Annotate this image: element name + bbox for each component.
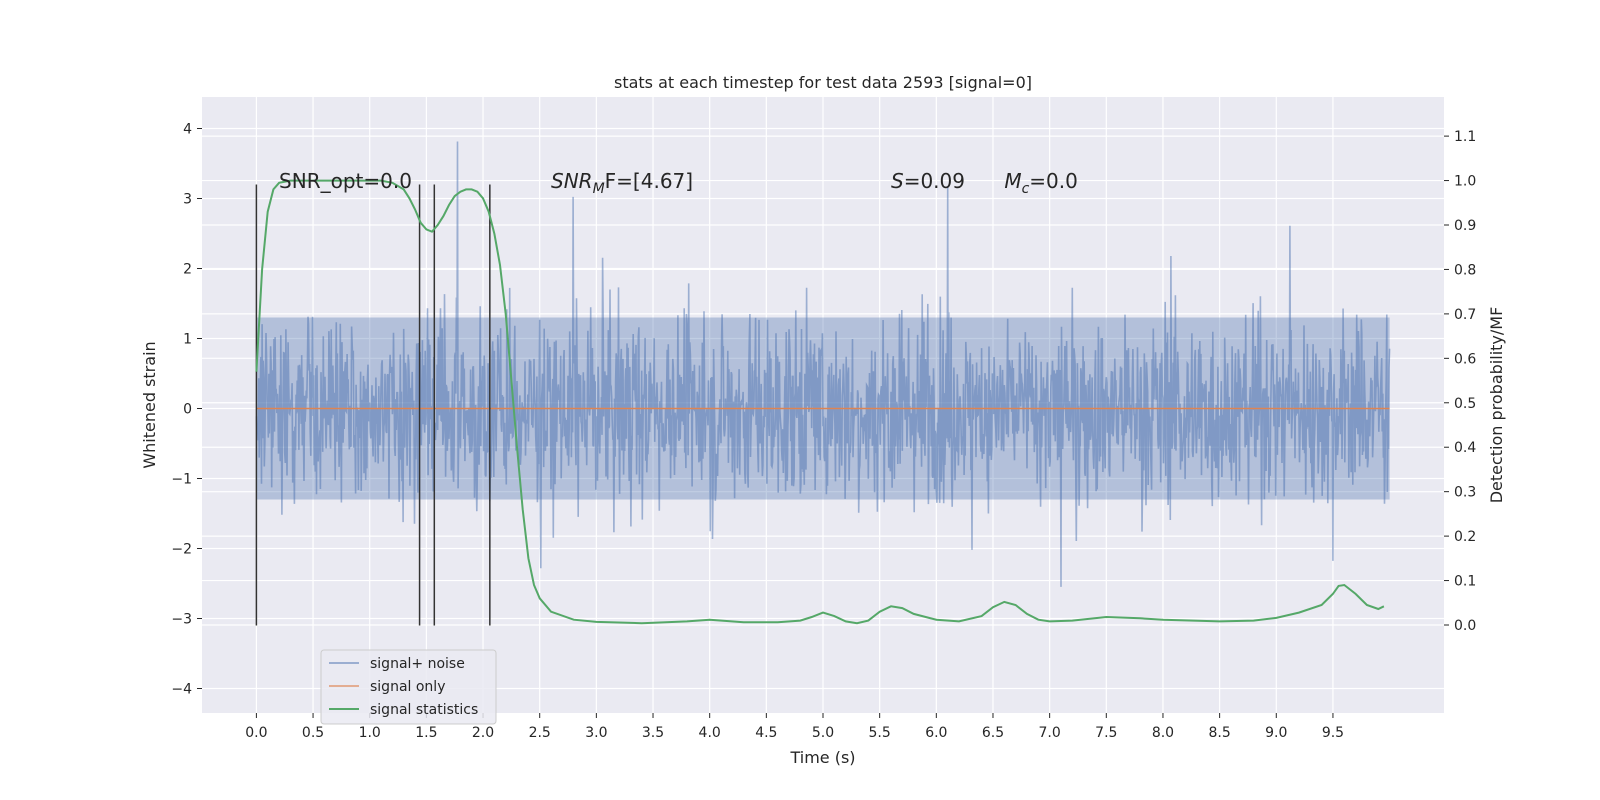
y-left-tick-label: −4 — [171, 682, 192, 698]
x-axis-label: Time (s) — [789, 748, 855, 767]
y-right-tick-label: 0.8 — [1454, 262, 1476, 278]
y-left-tick-label: 2 — [183, 262, 192, 278]
y-left-tick-label: 3 — [183, 192, 192, 208]
y-left-tick-label: 1 — [183, 332, 192, 348]
legend: signal+ noise signal only signal statist… — [320, 649, 497, 725]
x-tick-label: 6.0 — [925, 725, 947, 741]
x-tick-label: 3.5 — [642, 725, 664, 741]
vertical-lines — [255, 184, 491, 626]
x-tick-label: 7.0 — [1039, 725, 1061, 741]
y-right-tick-label: 1.0 — [1454, 174, 1476, 190]
x-tick-label: 5.0 — [812, 725, 834, 741]
y-right-tick-label: 0.6 — [1454, 351, 1476, 367]
y-right-axis-ticks: 0.0 0.1 0.2 0.3 0.4 0.5 0.6 0.7 0.8 0.9 1.0 1.1 — [1444, 129, 1476, 634]
y-left-tick-label: −1 — [171, 472, 192, 488]
x-tick-label: 6.5 — [982, 725, 1004, 741]
x-tick-label: 3.0 — [585, 725, 607, 741]
annotations: SNR_opt=0.0 SNRMF=[4.67] S=0.09 Mc=0.0 — [279, 169, 1078, 197]
x-tick-label: 7.5 — [1095, 725, 1117, 741]
y-right-tick-label: 0.3 — [1454, 485, 1476, 501]
x-tick-label: 1.5 — [415, 725, 437, 741]
annotation-2: S=0.09 — [891, 169, 965, 193]
annotation-1: SNRMF=[4.67] — [551, 169, 693, 197]
x-tick-label: 0.5 — [302, 725, 324, 741]
x-tick-label: 9.5 — [1322, 725, 1344, 741]
y-right-tick-label: 0.5 — [1454, 396, 1476, 412]
y-right-tick-label: 0.9 — [1454, 218, 1476, 234]
y-right-axis-label: Detection probability/MF — [1487, 307, 1506, 504]
x-tick-label: 4.0 — [699, 725, 721, 741]
x-tick-label: 2.5 — [529, 725, 551, 741]
y-right-tick-label: 0.1 — [1454, 574, 1476, 590]
x-tick-label: 2.0 — [472, 725, 494, 741]
x-tick-label: 8.0 — [1152, 725, 1174, 741]
x-tick-label: 5.5 — [869, 725, 891, 741]
y-left-axis-ticks: −4 −3 −2 −1 0 1 2 3 4 — [171, 122, 202, 698]
y-right-tick-label: 1.1 — [1454, 129, 1476, 145]
x-tick-label: 4.5 — [755, 725, 777, 741]
x-tick-label: 0.0 — [245, 725, 267, 741]
x-tick-label: 1.0 — [359, 725, 381, 741]
annotation-0: SNR_opt=0.0 — [279, 169, 412, 193]
y-right-tick-label: 0.0 — [1454, 618, 1476, 634]
y-right-tick-label: 0.7 — [1454, 307, 1476, 323]
x-tick-label: 9.0 — [1265, 725, 1287, 741]
chart-title: stats at each timestep for test data 259… — [614, 73, 1032, 92]
signal-statistics-series — [255, 179, 1385, 625]
legend-box — [320, 649, 497, 725]
noise-line — [255, 141, 1391, 587]
x-axis-ticks: 0.0 0.5 1.0 1.5 2.0 2.5 3.0 3.5 4.0 4.5 5.0 5.5 6.0 6… — [245, 713, 1344, 741]
legend-label-stats: signal statistics — [370, 702, 478, 718]
annotation-3: Mc=0.0 — [1004, 169, 1078, 197]
legend-label-noise: signal+ noise — [370, 656, 465, 672]
y-left-tick-label: 0 — [183, 402, 192, 418]
y-left-tick-label: −3 — [171, 612, 192, 628]
legend-label-signal: signal only — [370, 679, 445, 695]
x-tick-label: 8.5 — [1208, 725, 1230, 741]
y-left-axis-label: Whitened strain — [140, 341, 159, 468]
y-left-tick-label: −2 — [171, 542, 192, 558]
signal-statistics-line — [255, 179, 1385, 625]
y-right-tick-label: 0.2 — [1454, 529, 1476, 545]
y-left-tick-label: 4 — [183, 122, 192, 138]
y-right-tick-label: 0.4 — [1454, 440, 1476, 456]
